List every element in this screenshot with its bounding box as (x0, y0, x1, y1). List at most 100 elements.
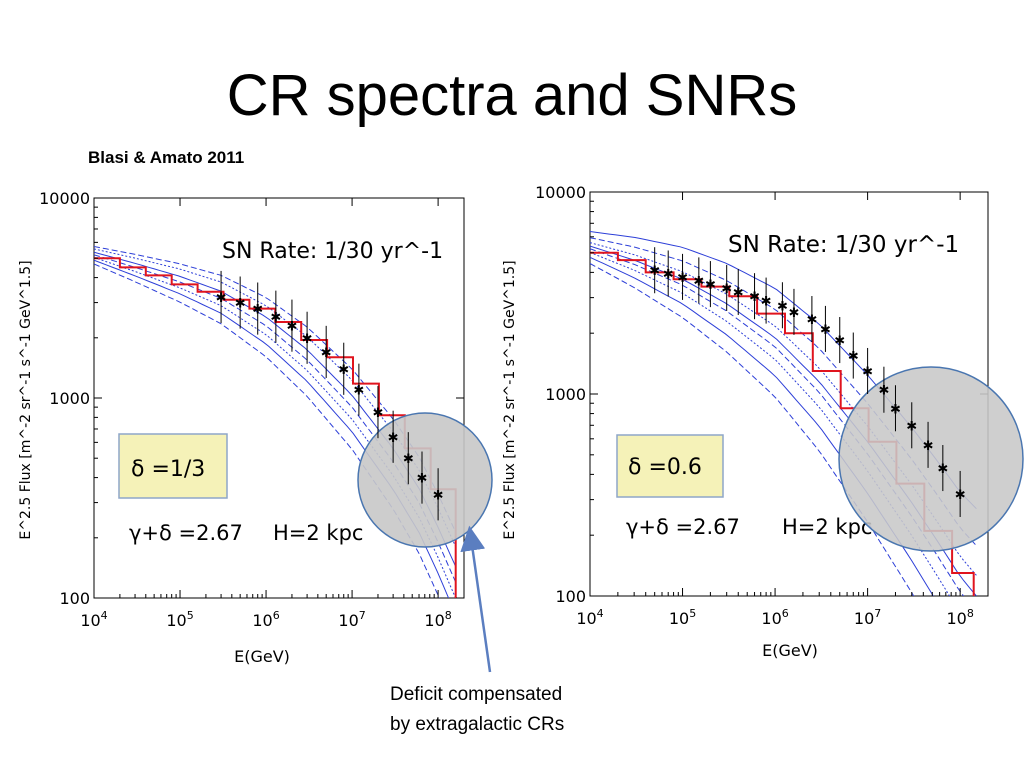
right-x-tick-label: 106 (761, 607, 788, 628)
left-x-tick-label: 108 (424, 609, 451, 630)
left-data-point: ✱ (252, 282, 263, 335)
left-data-point: ✱ (417, 451, 428, 504)
right-y-axis-label: E^2.5 Flux [m^-2 sr^-1 s^-1 GeV^1.5] (502, 260, 518, 539)
left-data-point: ✱ (321, 325, 332, 378)
right-data-point: ✱ (663, 250, 674, 297)
svg-text:✱: ✱ (417, 472, 428, 487)
svg-text:✱: ✱ (806, 313, 817, 328)
svg-text:✱: ✱ (388, 431, 399, 446)
right-param-annotation: γ+δ =2.67 (626, 515, 740, 539)
left-highlight-circle (357, 412, 493, 548)
right-data-point: ✱ (848, 332, 859, 379)
svg-text:✱: ✱ (252, 303, 263, 318)
svg-text:✱: ✱ (906, 419, 917, 434)
svg-text:✱: ✱ (321, 346, 332, 361)
right-y-tick-label: 10000 (535, 183, 586, 202)
svg-text:✱: ✱ (848, 350, 859, 365)
left-chart: 104 105 106 107 108 100 1000 10000 SN Rate: 1/3… (18, 189, 493, 666)
right-data-point: ✱ (923, 421, 934, 468)
svg-text:✱: ✱ (663, 267, 674, 282)
left-data-point: ✱ (388, 410, 399, 463)
left-data-point: ✱ (286, 299, 297, 352)
svg-text:✱: ✱ (705, 278, 716, 293)
svg-text:✱: ✱ (338, 363, 349, 378)
svg-text:✱: ✱ (862, 365, 873, 380)
svg-text:✱: ✱ (433, 488, 444, 503)
caption: Deficit compensated by extragalactic CRs (390, 680, 564, 740)
right-data-point: ✱ (761, 277, 772, 324)
right-x-tick-label: 105 (669, 607, 696, 628)
svg-text:✱: ✱ (286, 320, 297, 335)
slide-title: CR spectra and SNRs (226, 63, 798, 128)
left-data-point: ✱ (302, 311, 313, 364)
left-rate-annotation: SN Rate: 1/30 yr^-1 (222, 239, 443, 264)
left-x-tick-label: 106 (252, 609, 279, 630)
left-y-axis-label: E^2.5 Flux [m^-2 sr^-1 s^-1 GeV^1.5] (18, 260, 34, 539)
right-data-point: ✱ (906, 402, 917, 449)
left-data-point: ✱ (403, 432, 414, 485)
svg-text:✱: ✱ (649, 264, 660, 279)
right-data-point: ✱ (937, 445, 948, 492)
left-axes-group: 104 105 106 107 108 100 1000 10000 (39, 189, 465, 630)
left-param-box (118, 433, 228, 499)
svg-text:✱: ✱ (693, 274, 704, 289)
right-data-point: ✱ (777, 282, 788, 329)
right-data-point: ✱ (890, 385, 901, 432)
svg-text:✱: ✱ (733, 286, 744, 301)
right-data-point: ✱ (733, 268, 744, 315)
right-data-point: ✱ (721, 264, 732, 311)
right-chart: 104 105 106 107 108 100 1000 10000 SN Rate: 1/3… (502, 183, 1024, 660)
right-x-axis-label: E(GeV) (762, 641, 818, 660)
left-halo-annotation: H=2 kpc (273, 521, 363, 545)
svg-text:✱: ✱ (721, 282, 732, 297)
svg-text:✱: ✱ (955, 488, 966, 503)
svg-text:✱: ✱ (216, 291, 227, 306)
svg-text:✱: ✱ (777, 299, 788, 314)
caption-line-1: Deficit compensated (390, 684, 563, 705)
left-x-tick-label: 105 (166, 609, 193, 630)
right-data-point: ✱ (806, 296, 817, 343)
right-x-tick-label: 104 (576, 607, 603, 628)
svg-text:✱: ✱ (789, 306, 800, 321)
right-data-point: ✱ (878, 366, 889, 413)
citation: Blasi & Amato 2011 (88, 148, 245, 167)
right-data-point: ✱ (862, 347, 873, 394)
svg-text:✱: ✱ (677, 271, 688, 286)
svg-text:✱: ✱ (761, 295, 772, 310)
left-data-point: ✱ (270, 290, 281, 343)
right-data-point: ✱ (820, 305, 831, 352)
right-halo-annotation: H=2 kpc (782, 515, 872, 539)
svg-text:✱: ✱ (878, 384, 889, 399)
right-data-point: ✱ (705, 261, 716, 308)
right-points-overlay: ✱ ✱ ✱ ✱ ✱ ✱ ✱ ✱ ✱ ✱ ✱ ✱✱✱✱✱✱✱✱✱✱✱ (649, 247, 966, 517)
left-points-overlay: ✱ ✱ ✱✱✱✱✱✱✱✱✱✱✱✱ (216, 270, 444, 521)
svg-text:✱: ✱ (403, 452, 414, 467)
right-param-box (616, 434, 724, 498)
left-param-annotation: γ+δ =2.67 (129, 521, 243, 545)
left-data-point: ✱ (373, 386, 384, 439)
left-data-point: ✱ (216, 270, 227, 324)
left-x-tick-label: 107 (338, 609, 365, 630)
left-y-tick-label: 10000 (39, 189, 90, 208)
left-data-point: ✱ (433, 468, 444, 521)
svg-text:✱: ✱ (890, 402, 901, 417)
right-axes-group: 104 105 106 107 108 100 1000 10000 (535, 183, 989, 628)
svg-text:✱: ✱ (373, 406, 384, 421)
caption-line-2: by extragalactic CRs (390, 714, 565, 735)
right-y-tick-label: 100 (555, 587, 586, 606)
svg-text:✱: ✱ (749, 290, 760, 305)
right-data-point: ✱ (677, 253, 688, 300)
right-data-point: ✱ (789, 288, 800, 335)
left-x-axis-label: E(GeV) (234, 647, 290, 666)
callout-arrow (460, 525, 492, 673)
svg-text:✱: ✱ (353, 384, 364, 399)
right-rate-annotation: SN Rate: 1/30 yr^-1 (728, 232, 959, 258)
right-data-point: ✱ (834, 317, 845, 364)
svg-text:✱: ✱ (923, 439, 934, 454)
left-x-tick-label: 104 (80, 609, 107, 630)
left-data-point: ✱ (235, 276, 246, 329)
right-data-point: ✱ (649, 247, 660, 294)
right-highlight-circle (838, 366, 1024, 552)
svg-text:✱: ✱ (235, 297, 246, 312)
